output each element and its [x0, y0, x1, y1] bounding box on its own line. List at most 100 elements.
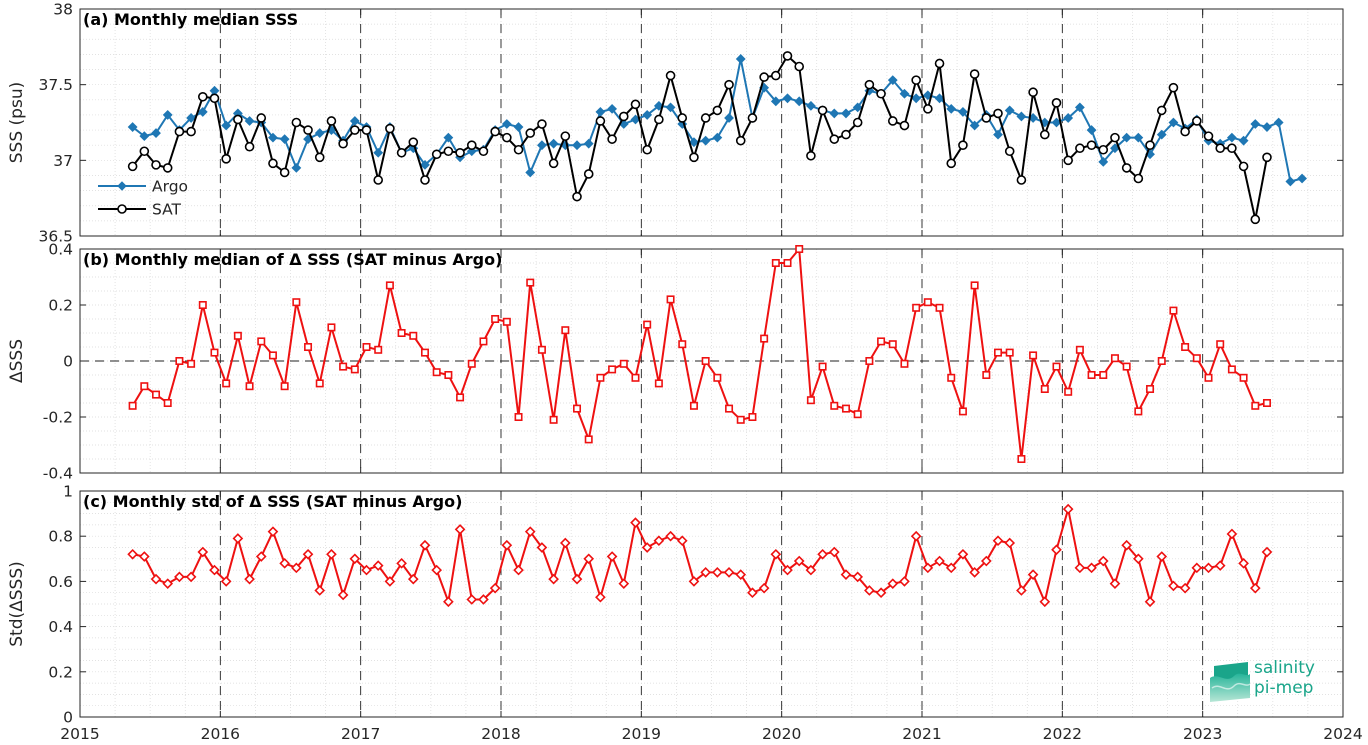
- data-point: [1262, 122, 1272, 132]
- data-point: [443, 596, 454, 608]
- data-point: [372, 560, 384, 571]
- data-point: [1074, 102, 1085, 113]
- logo-line1: salinity: [1254, 658, 1315, 678]
- data-point: [957, 548, 969, 560]
- data-point: [185, 571, 197, 583]
- data-point: [1146, 384, 1155, 393]
- data-point: [794, 96, 805, 107]
- data-point: [922, 562, 934, 574]
- data-point: [1226, 528, 1238, 540]
- panel-b: -0.4 -0.2 0 0.2 0.4 ΔSSS (b) Monthly median of…: [7, 241, 1344, 483]
- data-point: [1156, 129, 1167, 140]
- panel-title: (b) Monthly median of Δ SSS (SAT minus A…: [83, 250, 502, 269]
- data-point: [1122, 362, 1131, 371]
- data-point: [1098, 156, 1109, 167]
- y-tick-label: 37.5: [38, 76, 73, 94]
- data-point: [1110, 354, 1119, 363]
- data-point: [723, 567, 735, 578]
- data-point: [606, 551, 618, 562]
- data-point: [958, 106, 968, 117]
- data-point: [958, 140, 968, 150]
- data-point: [1156, 105, 1167, 116]
- data-point: [1051, 544, 1062, 556]
- data-point: [852, 102, 863, 113]
- data-point: [1097, 555, 1109, 567]
- data-point: [793, 555, 805, 567]
- data-point: [409, 331, 418, 340]
- data-point: [1121, 539, 1132, 551]
- data-point: [139, 131, 150, 142]
- data-point: [1214, 560, 1226, 571]
- y-tick-label: 0.2: [48, 297, 73, 315]
- data-point: [291, 117, 302, 128]
- data-point: [700, 113, 711, 123]
- data-point: [1017, 454, 1026, 463]
- data-point: [408, 137, 419, 147]
- data-point: [1227, 143, 1237, 154]
- data-point: [162, 110, 173, 120]
- data-point: [209, 93, 220, 104]
- legend-label: Argo: [152, 178, 188, 196]
- data-point: [222, 379, 231, 388]
- data-point: [676, 535, 688, 547]
- data-point: [887, 578, 899, 589]
- data-point: [548, 138, 559, 149]
- y-axis-label: SSS (psu): [7, 82, 27, 163]
- data-point: [595, 591, 606, 603]
- data-point: [1216, 340, 1225, 349]
- data-point: [642, 110, 653, 120]
- data-point: [419, 539, 431, 551]
- data-point: [292, 298, 301, 307]
- data-point: [255, 551, 267, 562]
- data-point: [982, 370, 991, 379]
- data-point: [279, 557, 290, 569]
- data-point: [771, 70, 781, 81]
- data-point: [642, 144, 652, 155]
- data-point: [782, 51, 793, 61]
- data-point: [1251, 401, 1260, 410]
- data-point: [969, 120, 980, 131]
- data-point: [1016, 585, 1027, 596]
- x-tick-label: 2023: [1183, 725, 1222, 743]
- data-point: [980, 555, 992, 567]
- data-point: [1238, 557, 1249, 569]
- data-point: [1063, 155, 1073, 166]
- data-point: [618, 578, 630, 589]
- data-point: [852, 571, 864, 583]
- data-point: [887, 116, 898, 126]
- data-point: [455, 147, 465, 158]
- data-point: [256, 113, 267, 123]
- data-point: [758, 582, 770, 594]
- axes-frame: [79, 490, 1344, 718]
- data-point: [151, 128, 161, 139]
- y-tick-label: 0.6: [48, 573, 73, 591]
- data-point: [1052, 362, 1061, 371]
- data-point: [1087, 370, 1096, 379]
- data-point: [584, 435, 593, 444]
- data-point: [595, 106, 606, 117]
- data-point: [806, 396, 815, 405]
- y-tick-label: -0.2: [43, 409, 73, 427]
- data-point: [736, 415, 745, 424]
- data-point: [747, 113, 758, 123]
- data-point: [431, 149, 442, 160]
- data-point: [782, 93, 793, 104]
- data-point: [478, 594, 489, 605]
- data-point: [175, 356, 184, 365]
- data-point: [454, 524, 466, 535]
- panel-title: (a) Monthly median SSS: [83, 10, 298, 29]
- data-point: [245, 382, 254, 391]
- data-point: [643, 320, 652, 329]
- data-point: [1074, 562, 1086, 574]
- data-point: [688, 576, 700, 587]
- data-point: [712, 105, 723, 116]
- data-point: [1145, 140, 1155, 150]
- data-point: [139, 146, 150, 157]
- data-point: [618, 111, 629, 122]
- data-point: [361, 564, 372, 576]
- data-point: [467, 359, 476, 368]
- data-point: [665, 102, 676, 113]
- data-point: [994, 348, 1003, 357]
- data-point: [631, 373, 640, 382]
